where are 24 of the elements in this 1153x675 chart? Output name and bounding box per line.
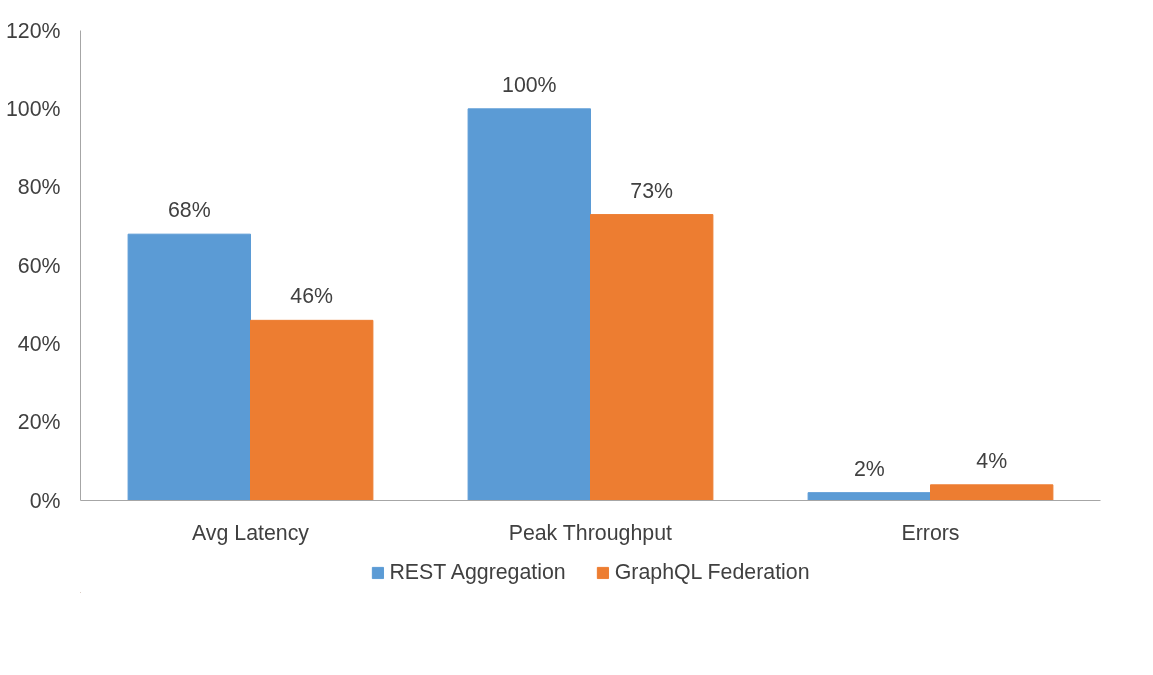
y-tick-label: 20% — [17, 410, 61, 435]
data-label: 68% — [167, 198, 211, 223]
y-tick-label: 80% — [17, 175, 61, 200]
x-tick-label: Peak Throughput — [508, 520, 672, 545]
y-tick-label: 0% — [29, 488, 61, 513]
data-label: 46% — [290, 284, 334, 309]
y-tick-label: 40% — [17, 331, 61, 356]
data-label: 100% — [502, 72, 557, 97]
x-tick-label: Errors — [901, 520, 960, 545]
data-label: 2% — [853, 456, 885, 481]
data-label: 4% — [976, 448, 1008, 473]
bar — [807, 492, 931, 501]
data-label: 73% — [630, 178, 674, 203]
legend-label: GraphQL Federation — [614, 559, 810, 585]
bar — [930, 484, 1054, 501]
y-tick-label: 100% — [5, 96, 61, 121]
bar — [590, 214, 714, 501]
x-tick-label: Avg Latency — [192, 520, 310, 545]
bar — [127, 233, 251, 501]
legend-label: REST Aggregation — [389, 559, 566, 585]
y-tick-label: 120% — [5, 18, 61, 43]
bar — [467, 108, 591, 501]
y-tick-label: 60% — [17, 253, 61, 278]
bar — [250, 319, 374, 501]
